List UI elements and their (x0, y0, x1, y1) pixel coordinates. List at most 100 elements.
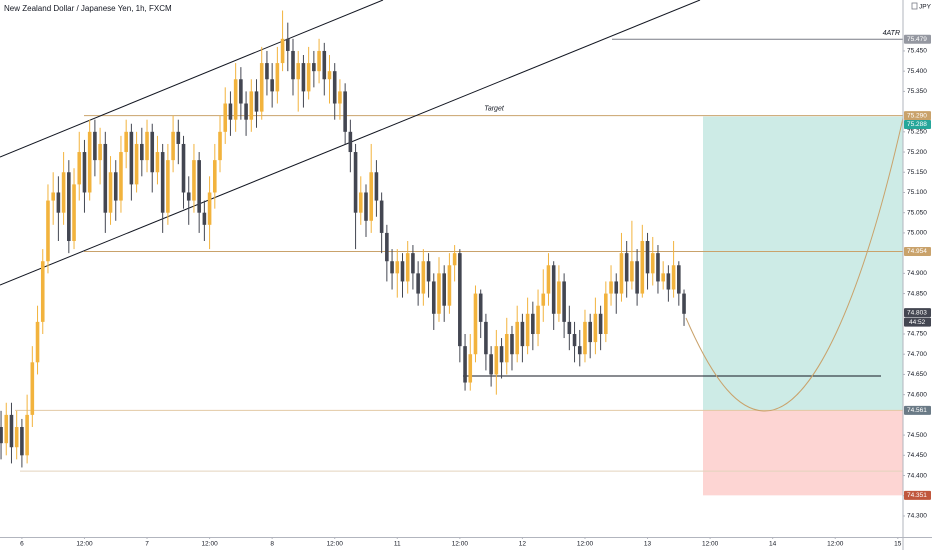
entry-box (904, 405, 931, 415)
candle-body (541, 293, 546, 306)
stop-label: 74.351 (907, 492, 927, 499)
y-tick-label: 74.400 (907, 472, 927, 479)
candle-body (259, 63, 264, 112)
candle-body (186, 192, 191, 201)
y-tick-label: 75.250 (907, 129, 927, 136)
candle-body (494, 346, 499, 375)
x-tick-label: 7 (145, 541, 149, 548)
candle-body (30, 362, 35, 415)
candle-body (61, 172, 66, 213)
y-tick-label: 74.750 (907, 331, 927, 338)
target-text: Target (484, 105, 505, 112)
candle-body (306, 63, 311, 92)
candle-body (348, 131, 353, 153)
candle-body (338, 91, 342, 104)
x-tick-label: 12:00 (76, 541, 93, 548)
candle-body (270, 79, 274, 92)
candle-body (588, 321, 592, 343)
y-tick-label: 74.700 (907, 351, 927, 358)
last-price-box (904, 308, 931, 318)
y-tick-label: 75.450 (907, 48, 927, 55)
candle-body (239, 79, 243, 104)
atr-text: 4ATR (883, 30, 900, 37)
candle-body (531, 313, 535, 335)
y-tick-label: 74.850 (907, 290, 927, 297)
candle-body (458, 253, 462, 347)
x-tick-label: 8 (270, 541, 274, 548)
candle-body (249, 91, 254, 120)
candle-body (155, 152, 160, 173)
target-label: 75.288 (907, 121, 927, 128)
candle-body (0, 427, 3, 444)
candle-body (51, 192, 55, 201)
candle-body (20, 427, 24, 456)
candle-body (296, 63, 301, 80)
candle-body (93, 131, 97, 161)
candle-body (369, 172, 374, 221)
candle-body (604, 293, 608, 335)
candle-body (213, 160, 217, 193)
candle-body (301, 63, 306, 92)
candle-body (72, 184, 76, 242)
candle-body (358, 192, 363, 213)
candle-body (431, 281, 436, 314)
candle-body (520, 321, 525, 347)
stop-box (904, 490, 931, 500)
candle-body (546, 265, 551, 294)
x-tick-label: 12:00 (827, 541, 844, 548)
y-tick-label: 75.400 (907, 68, 927, 75)
candle-body (536, 305, 540, 335)
candle-body (150, 131, 155, 173)
y-tick-label: 75.200 (907, 149, 927, 156)
candle-body (353, 152, 358, 213)
candle-body (426, 261, 431, 282)
candle-body (411, 253, 415, 274)
candle-body (207, 192, 212, 225)
candle-body (134, 143, 139, 185)
candle-body (400, 261, 405, 282)
candle-body (577, 346, 582, 355)
candle-body (171, 131, 175, 161)
y-tick-label: 75.350 (907, 88, 927, 95)
candle-body (593, 313, 598, 343)
atr-label: 75.479 (907, 36, 927, 43)
candle-body (583, 321, 587, 355)
candle-body (598, 313, 603, 335)
candle-body (572, 334, 577, 347)
x-tick-label: 12:00 (327, 541, 344, 548)
x-tick-label: 13 (644, 541, 652, 548)
candle-body (254, 91, 259, 112)
candle-body (108, 172, 113, 213)
target-box (904, 119, 931, 129)
channel-upper (0, 0, 384, 158)
candle-body (666, 273, 671, 290)
y-tick-label: 75.100 (907, 189, 927, 196)
candle-body (145, 131, 149, 161)
x-tick-label: 12:00 (577, 541, 594, 548)
candle-body (265, 63, 269, 80)
candle-body (390, 261, 394, 274)
candle-body (129, 131, 134, 185)
candle-body (504, 334, 509, 363)
loss-zone (703, 410, 903, 496)
y-tick-label: 75.000 (907, 230, 927, 237)
candle-body (233, 79, 238, 120)
candle-body (56, 192, 61, 213)
candle-body (437, 273, 441, 314)
candle-body (489, 354, 493, 375)
candle-body (14, 427, 19, 448)
y-tick-label: 74.650 (907, 371, 927, 378)
countdown-label: 44:52 (909, 319, 926, 326)
candle-body (291, 50, 295, 80)
candle-body (484, 321, 488, 355)
candle-body (682, 293, 686, 314)
candle-body (176, 131, 181, 144)
candle-body (442, 273, 447, 306)
candle-body (113, 172, 118, 201)
candle-body (405, 253, 410, 282)
candle-body (551, 265, 556, 314)
level-box (904, 111, 931, 121)
x-tick-label: 15 (894, 541, 902, 548)
candle-body (525, 313, 530, 347)
candle-body (473, 293, 478, 355)
